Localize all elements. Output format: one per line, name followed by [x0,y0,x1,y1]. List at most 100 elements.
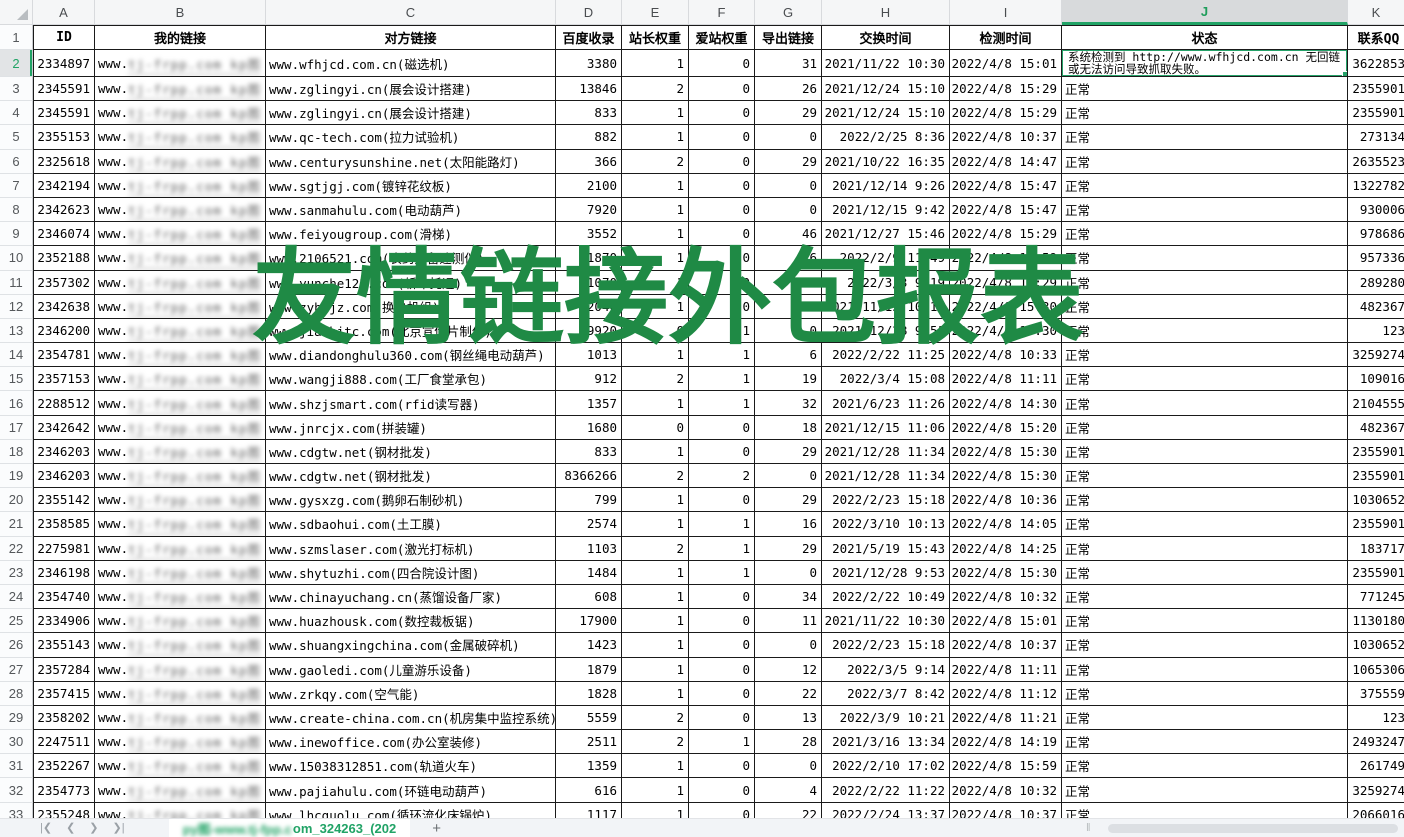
cell-I32[interactable]: 2022/4/8 10:32 [950,778,1062,803]
cell-F31[interactable]: 0 [689,754,755,779]
cell-K3[interactable]: 2355901 [1348,77,1404,102]
cell-E28[interactable]: 1 [622,681,689,706]
cell-K13[interactable]: 123 [1348,318,1404,344]
cell-I3[interactable]: 2022/4/8 15:29 [950,77,1062,102]
cell-K23[interactable]: 2355901 [1348,560,1404,585]
row-header-26[interactable]: 26 [0,633,33,658]
cell-G13[interactable]: 0 [755,318,822,344]
cell-J27[interactable]: 正常 [1062,657,1348,682]
cell-H31[interactable]: 2022/2/10 17:02 [822,754,950,779]
cell-D17[interactable]: 1680 [556,415,622,440]
cell-B22[interactable]: www. tj-frpp.com kp图 [95,536,266,561]
cell-K11[interactable]: 289280 [1348,270,1404,295]
cell-E31[interactable]: 1 [622,754,689,779]
cell-J21[interactable]: 正常 [1062,512,1348,537]
cell-K17[interactable]: 482367 [1348,415,1404,440]
cell-I21[interactable]: 2022/4/8 14:05 [950,512,1062,537]
cell-D5[interactable]: 882 [556,125,622,150]
cell-H5[interactable]: 2022/2/25 8:36 [822,125,950,150]
cell-A29[interactable]: 2358202 [33,705,95,731]
cell-B29[interactable]: www. tj-frpp.com kp图 [95,705,266,731]
cell-C20[interactable]: www.gysxzg.com(鹅卵石制砂机) [266,488,556,513]
cell-G6[interactable]: 29 [755,149,822,174]
cell-J23[interactable]: 正常 [1062,560,1348,585]
cell-G11[interactable]: 26 [755,270,822,295]
cell-H23[interactable]: 2021/12/28 9:53 [822,560,950,585]
cell-F29[interactable]: 0 [689,705,755,731]
cell-I30[interactable]: 2022/4/8 14:19 [950,730,1062,755]
cell-B15[interactable]: www. tj-frpp.com kp图 [95,367,266,392]
cell-A5[interactable]: 2355153 [33,125,95,150]
cell-I6[interactable]: 2022/4/8 14:47 [950,149,1062,174]
cell-E12[interactable]: 1 [622,294,689,319]
cell-D13[interactable]: 9920 [556,318,622,344]
cell-I29[interactable]: 2022/4/8 11:21 [950,705,1062,731]
cell-D16[interactable]: 1357 [556,391,622,416]
cell-C10[interactable]: www.2106521.com(农药残留速测仪) [266,246,556,271]
cell-G19[interactable]: 0 [755,464,822,489]
cell-A26[interactable]: 2355143 [33,633,95,658]
cell-D27[interactable]: 1879 [556,657,622,682]
cell-J10[interactable]: 正常 [1062,246,1348,271]
cell-I8[interactable]: 2022/4/8 15:47 [950,197,1062,223]
cell-B21[interactable]: www. tj-frpp.com kp图 [95,512,266,537]
cell-A17[interactable]: 2342642 [33,415,95,440]
cell-D24[interactable]: 608 [556,584,622,610]
cell-G14[interactable]: 6 [755,343,822,368]
cell-B12[interactable]: www. tj-frpp.com kp图 [95,294,266,319]
cell-J13[interactable]: 正常 [1062,318,1348,344]
cell-B3[interactable]: www. tj-frpp.com kp图 [95,77,266,102]
cell-J20[interactable]: 正常 [1062,488,1348,513]
cell-H18[interactable]: 2021/12/28 11:34 [822,439,950,464]
cell-H7[interactable]: 2021/12/14 9:26 [822,173,950,198]
cell-H29[interactable]: 2022/3/9 10:21 [822,705,950,731]
cell-E8[interactable]: 1 [622,197,689,223]
cell-C18[interactable]: www.cdgtw.net(钢材批发) [266,439,556,464]
cell-H9[interactable]: 2021/12/27 15:46 [822,222,950,247]
cell-B31[interactable]: www. tj-frpp.com kp图 [95,754,266,779]
select-all-corner[interactable] [0,0,33,24]
prev-sheet-button[interactable]: ❮ [66,822,76,834]
cell-B30[interactable]: www. tj-frpp.com kp图 [95,730,266,755]
cell-A14[interactable]: 2354781 [33,343,95,368]
cell-B23[interactable]: www. tj-frpp.com kp图 [95,560,266,585]
cell-E21[interactable]: 1 [622,512,689,537]
first-sheet-button[interactable]: |❮ [40,822,53,834]
cell-K7[interactable]: 1322782 [1348,173,1404,198]
cell-K33[interactable]: 2066016 [1348,802,1404,818]
cell-K8[interactable]: 930006 [1348,197,1404,223]
cell-G15[interactable]: 19 [755,367,822,392]
cell-H19[interactable]: 2021/12/28 11:34 [822,464,950,489]
cell-H26[interactable]: 2022/2/23 15:18 [822,633,950,658]
cell-I19[interactable]: 2022/4/8 15:30 [950,464,1062,489]
row-header-28[interactable]: 28 [0,681,33,706]
cell-H3[interactable]: 2021/12/24 15:10 [822,77,950,102]
cell-D25[interactable]: 17900 [556,609,622,634]
cell-E20[interactable]: 1 [622,488,689,513]
cell-K27[interactable]: 1065306 [1348,657,1404,682]
cell-D31[interactable]: 1359 [556,754,622,779]
cell-H14[interactable]: 2022/2/22 11:25 [822,343,950,368]
cell-G29[interactable]: 13 [755,705,822,731]
cell-C15[interactable]: www.wangji888.com(工厂食堂承包) [266,367,556,392]
cell-K10[interactable]: 957336 [1348,246,1404,271]
header-cell-G1[interactable]: 导出链接 [755,25,822,50]
cell-D18[interactable]: 833 [556,439,622,464]
cell-A12[interactable]: 2342638 [33,294,95,319]
cell-G16[interactable]: 32 [755,391,822,416]
cell-K5[interactable]: 273134 [1348,125,1404,150]
cell-D12[interactable]: 2040 [556,294,622,319]
cell-B20[interactable]: www. tj-frpp.com kp图 [95,488,266,513]
last-sheet-button[interactable]: ❯| [112,822,125,834]
cell-B32[interactable]: www. tj-frpp.com kp图 [95,778,266,803]
row-header-30[interactable]: 30 [0,730,33,755]
cell-F23[interactable]: 1 [689,560,755,585]
cell-D26[interactable]: 1423 [556,633,622,658]
cell-K29[interactable]: 123 [1348,705,1404,731]
cell-A15[interactable]: 2357153 [33,367,95,392]
cell-I26[interactable]: 2022/4/8 10:37 [950,633,1062,658]
cell-A31[interactable]: 2352267 [33,754,95,779]
cell-B16[interactable]: www. tj-frpp.com kp图 [95,391,266,416]
cell-B17[interactable]: www. tj-frpp.com kp图 [95,415,266,440]
cell-I28[interactable]: 2022/4/8 11:12 [950,681,1062,706]
